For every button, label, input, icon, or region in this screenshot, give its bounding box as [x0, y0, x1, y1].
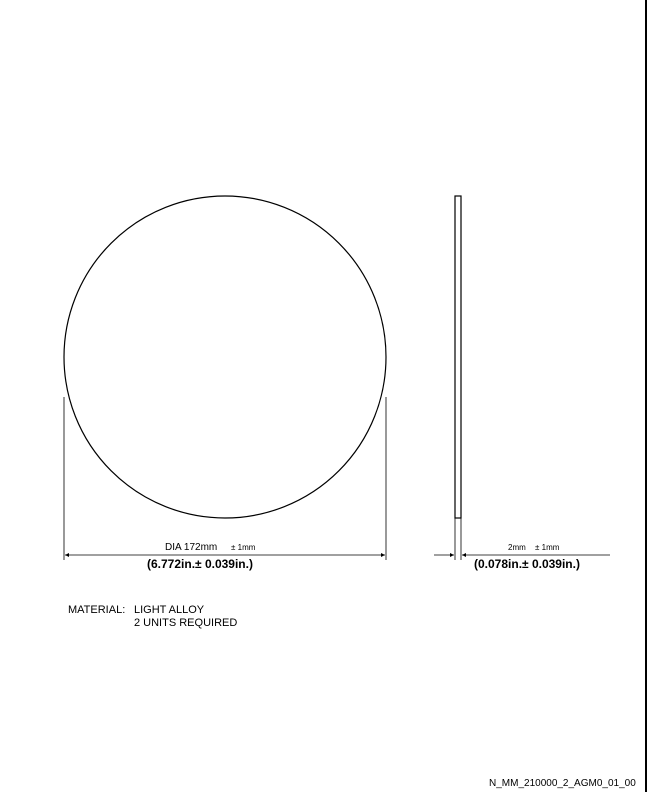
- thickness-label: 2mm: [508, 543, 526, 552]
- thickness-tolerance: ± 1mm: [535, 543, 560, 552]
- diameter-inch-label: (6.772in.± 0.039in.): [147, 557, 253, 571]
- disc-side-view: [454, 195, 462, 519]
- sheet-border-right: [645, 0, 647, 792]
- drawing-code: N_MM_210000_2_AGM0_01_00: [489, 778, 636, 789]
- thickness-inch-label: (0.078in.± 0.039in.): [474, 557, 580, 571]
- quantity-note: 2 UNITS REQUIRED: [134, 617, 238, 629]
- disc-front-view: [63, 195, 387, 519]
- material-value: LIGHT ALLOY: [134, 604, 205, 616]
- diameter-label: DIA 172mm: [165, 542, 217, 553]
- diameter-tolerance: ± 1mm: [231, 543, 256, 552]
- material-label: MATERIAL:: [68, 604, 126, 616]
